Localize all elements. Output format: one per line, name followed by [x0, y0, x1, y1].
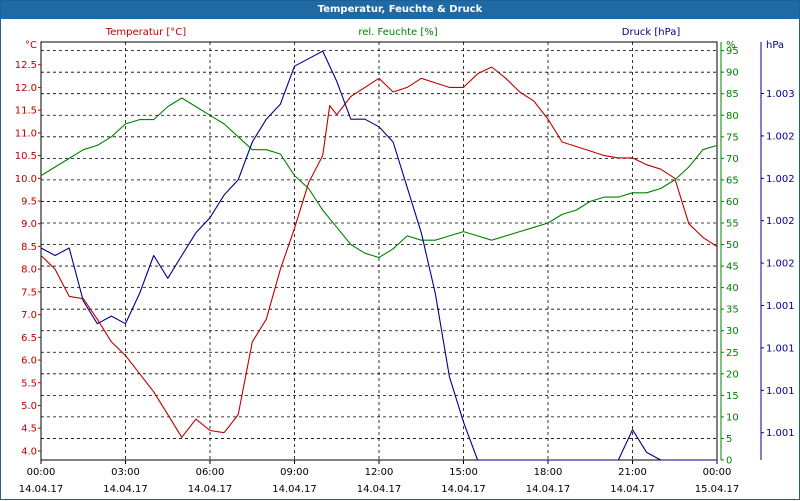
temp-tick-label: 5.0 — [21, 401, 37, 412]
x-tick-date: 14.04.17 — [526, 484, 571, 495]
temp-unit-label: °C — [25, 40, 37, 51]
temp-tick-label: 6.5 — [21, 333, 37, 344]
x-tick-date: 14.04.17 — [610, 484, 655, 495]
pressure-tick-label: 1.002 — [766, 259, 795, 270]
humidity-tick-label: 65 — [726, 175, 739, 186]
series-line-humidity — [40, 97, 718, 259]
x-tick-time: 00:00 — [27, 467, 56, 478]
x-tick-date: 14.04.17 — [441, 484, 486, 495]
x-tick-date: 14.04.17 — [357, 484, 402, 495]
temp-tick-label: 9.5 — [21, 197, 37, 208]
x-tick-time: 06:00 — [196, 467, 225, 478]
temp-tick-label: 11.0 — [15, 128, 37, 139]
humidity-unit-label: % — [726, 40, 736, 51]
x-tick-date: 14.04.17 — [19, 484, 64, 495]
temp-tick-label: 4.0 — [21, 446, 37, 457]
temp-tick-label: 5.5 — [21, 378, 37, 389]
pressure-tick-label: 1.001 — [766, 428, 795, 439]
humidity-tick-label: 20 — [726, 369, 739, 380]
humidity-axis-label: rel. Feuchte [%] — [358, 27, 437, 38]
temp-tick-label: 8.0 — [21, 265, 37, 276]
humidity-tick-label: 60 — [726, 197, 739, 208]
humidity-tick-label: 35 — [726, 305, 739, 316]
temp-tick-label: 11.5 — [15, 106, 37, 117]
temp-tick-label: 7.0 — [21, 310, 37, 321]
pressure-tick-label: 1.001 — [766, 343, 795, 354]
humidity-tick-label: 70 — [726, 154, 739, 165]
humidity-tick-label: 5 — [726, 434, 732, 445]
series-line-pressure — [40, 50, 717, 461]
pressure-tick-label: 1.002 — [766, 174, 795, 185]
temp-tick-label: 12.5 — [15, 60, 37, 71]
pressure-tick-label: 1.003 — [766, 89, 795, 100]
humidity-tick-label: 40 — [726, 283, 739, 294]
temp-tick-label: 10.0 — [15, 174, 37, 185]
humidity-tick-label: 95 — [726, 46, 739, 57]
humidity-tick-label: 90 — [726, 68, 739, 79]
x-tick-time: 12:00 — [365, 467, 394, 478]
temp-tick-label: 10.5 — [15, 151, 37, 162]
pressure-unit-label: hPa — [766, 40, 784, 51]
temp-tick-label: 6.0 — [21, 356, 37, 367]
humidity-tick-label: 25 — [726, 348, 739, 359]
x-tick-date: 14.04.17 — [103, 484, 148, 495]
x-tick-date: 14.04.17 — [272, 484, 317, 495]
temp-axis-label: Temperatur [°C] — [105, 27, 186, 38]
humidity-tick-label: 15 — [726, 391, 739, 402]
x-tick-time: 09:00 — [280, 467, 309, 478]
humidity-tick-label: 75 — [726, 132, 739, 143]
temp-tick-label: 4.5 — [21, 424, 37, 435]
humidity-tick-label: 80 — [726, 111, 739, 122]
x-tick-date: 15.04.17 — [695, 484, 740, 495]
x-tick-time: 00:00 — [703, 467, 732, 478]
humidity-tick-label: 0 — [726, 456, 732, 467]
x-tick-time: 18:00 — [534, 467, 563, 478]
series-line-temperature — [40, 66, 718, 438]
temp-tick-label: 7.5 — [21, 287, 37, 298]
window-title: Temperatur, Feuchte & Druck — [1, 1, 799, 19]
humidity-tick-label: 30 — [726, 326, 739, 337]
pressure-tick-label: 1.002 — [766, 131, 795, 142]
humidity-tick-label: 50 — [726, 240, 739, 251]
humidity-tick-label: 55 — [726, 218, 739, 229]
x-tick-time: 21:00 — [618, 467, 647, 478]
temp-tick-label: 8.5 — [21, 242, 37, 253]
temp-tick-label: 9.0 — [21, 219, 37, 230]
x-tick-date: 14.04.17 — [188, 484, 233, 495]
pressure-tick-label: 1.001 — [766, 301, 795, 312]
humidity-tick-label: 85 — [726, 89, 739, 100]
humidity-tick-label: 45 — [726, 262, 739, 273]
pressure-tick-label: 1.002 — [766, 216, 795, 227]
pressure-tick-label: 1.001 — [766, 386, 795, 397]
temp-tick-label: 12.0 — [15, 83, 37, 94]
humidity-tick-label: 10 — [726, 412, 739, 423]
pressure-axis-label: Druck [hPa] — [622, 27, 681, 38]
x-tick-time: 03:00 — [111, 467, 140, 478]
x-tick-time: 15:00 — [449, 467, 478, 478]
